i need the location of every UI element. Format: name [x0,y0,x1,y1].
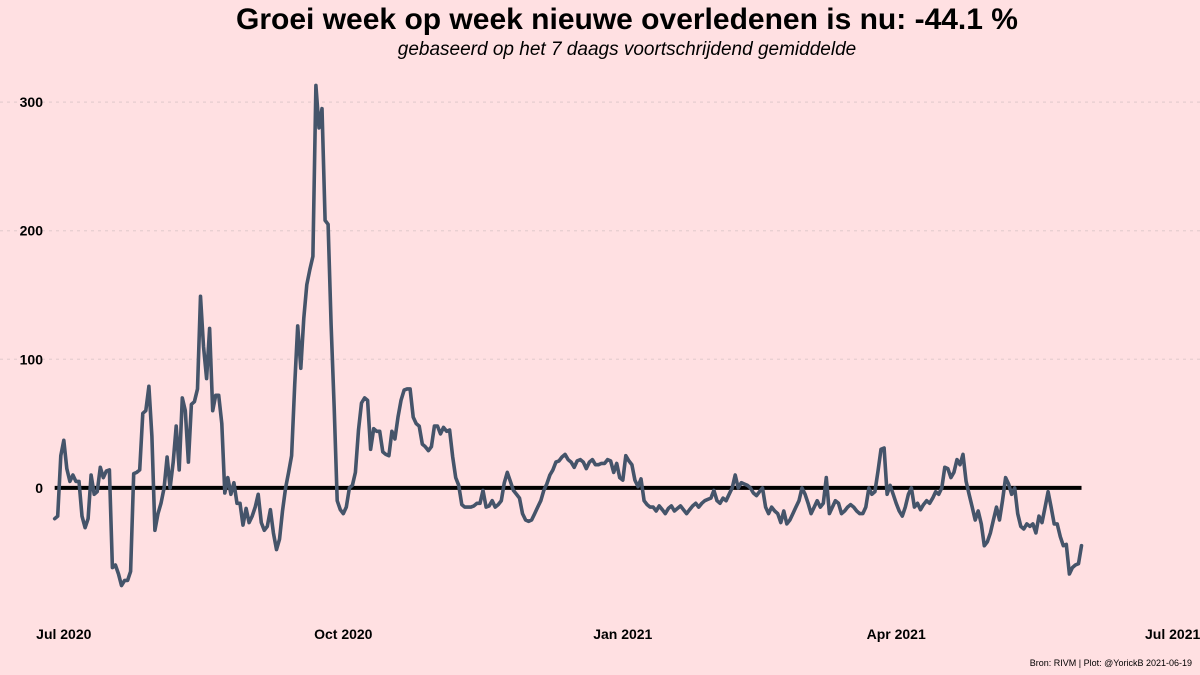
series-line [52,83,1084,588]
x-tick-label: Jan 2021 [593,626,652,642]
y-tick-label: 0 [35,480,43,496]
y-axis: 0 100 200 300 [20,94,44,496]
series-group [52,83,1084,588]
source-caption: Bron: RIVM | Plot: @YorickB 2021-06-19 [1029,658,1192,668]
x-tick-label: Apr 2021 [867,626,926,642]
x-tick-label: Jul 2021 [1145,626,1200,642]
x-tick-label: Jul 2020 [36,626,91,642]
chart-subtitle: gebaseerd op het 7 daags voortschrijdend… [397,39,857,60]
y-tick-label: 100 [20,351,44,367]
x-tick-label: Oct 2020 [314,626,373,642]
chart-title: Groei week op week nieuwe overledenen is… [236,3,1018,36]
y-tick-label: 200 [20,223,44,239]
y-tick-label: 300 [20,94,44,110]
gridlines [0,101,1200,360]
x-axis: Jul 2020 Oct 2020 Jan 2021 Apr 2021 Jul 2021 [36,626,1200,642]
